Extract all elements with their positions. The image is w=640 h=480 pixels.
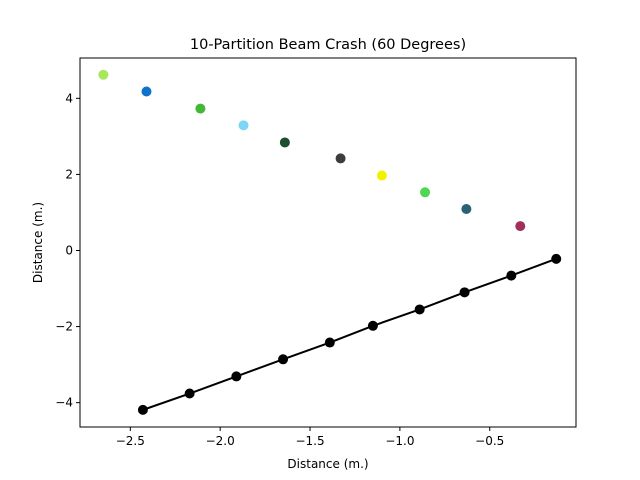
x-axis: −2.5 −2.0 −1.5 −1.0 −0.5	[116, 427, 504, 448]
series-1-point-8	[506, 270, 517, 281]
x-tick-label: −1.0	[385, 434, 414, 448]
series-1-point-5	[367, 320, 378, 331]
series-1-point-2	[231, 371, 242, 382]
series-0-point-1	[141, 86, 152, 97]
x-axis-label: Distance (m.)	[287, 457, 368, 471]
x-tick-label: −2.5	[116, 434, 145, 448]
y-axis-label: Distance (m.)	[31, 202, 45, 283]
series-1-line	[142, 257, 557, 411]
y-axis: −4 −2 0 2 4	[55, 91, 80, 410]
series-0-point-0	[98, 69, 109, 80]
x-tick-label: −2.0	[206, 434, 235, 448]
series-1-point-0	[137, 404, 148, 415]
series-1-point-9	[551, 253, 562, 264]
series-1-point-1	[184, 388, 195, 399]
series-0-point-6	[376, 170, 387, 181]
y-tick-label: 4	[65, 91, 73, 105]
series-0-point-2	[195, 103, 206, 114]
series-0-point-9	[515, 221, 526, 232]
y-tick-label: 2	[65, 167, 73, 181]
chart-title: 10-Partition Beam Crash (60 Degrees)	[190, 37, 466, 53]
series-1-point-7	[459, 287, 470, 298]
series-0-point-3	[238, 120, 249, 131]
series-0-point-4	[279, 137, 290, 148]
series-0-point-7	[420, 187, 431, 198]
y-tick-label: 0	[65, 243, 73, 257]
y-tick-label: −2	[55, 320, 73, 334]
plot-area	[98, 69, 562, 415]
x-tick-label: −0.5	[475, 434, 504, 448]
y-tick-label: −4	[55, 396, 73, 410]
series-0-point-8	[461, 204, 472, 215]
series-1-point-6	[414, 304, 425, 315]
series-1-point-4	[324, 337, 335, 348]
series-0-point-5	[335, 153, 346, 164]
plot-frame	[79, 57, 577, 428]
series-1-point-3	[278, 354, 289, 365]
x-tick-label: −1.5	[295, 434, 324, 448]
